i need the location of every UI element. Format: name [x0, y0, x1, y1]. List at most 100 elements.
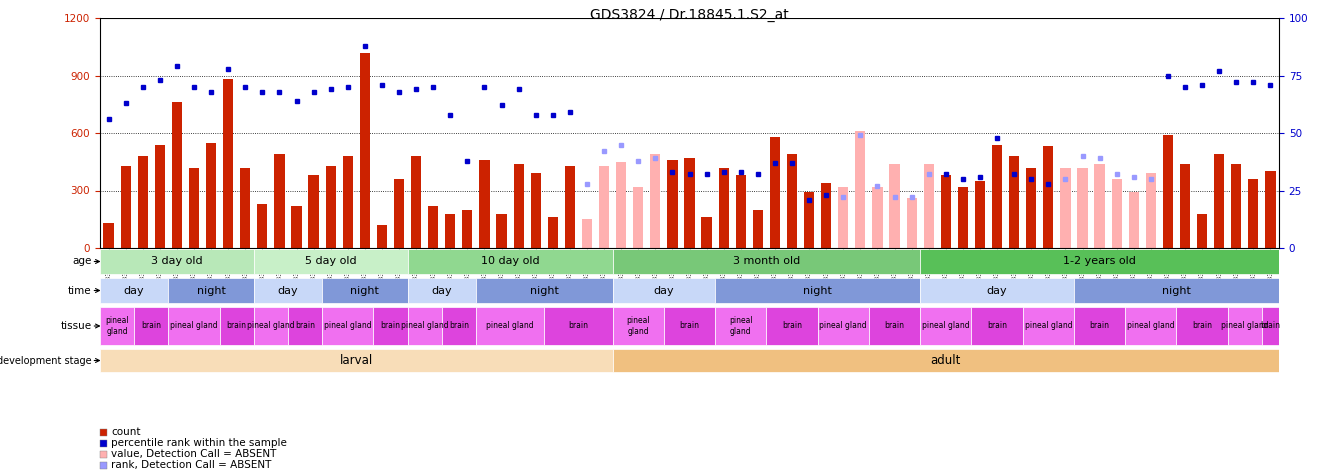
- Text: day: day: [431, 285, 453, 295]
- Bar: [1111, 179, 1122, 248]
- Text: GDS3824 / Dr.18845.1.S2_at: GDS3824 / Dr.18845.1.S2_at: [590, 8, 789, 22]
- Bar: [613, 278, 715, 303]
- Bar: [1231, 164, 1241, 248]
- Bar: [189, 167, 200, 248]
- Bar: [1197, 213, 1208, 248]
- Bar: [920, 249, 1279, 273]
- Bar: [100, 349, 613, 372]
- Bar: [1214, 154, 1224, 248]
- Bar: [753, 210, 763, 248]
- Bar: [274, 154, 285, 248]
- Bar: [1010, 156, 1019, 248]
- Bar: [428, 206, 438, 248]
- Bar: [651, 154, 660, 248]
- Bar: [1228, 307, 1261, 345]
- Text: brain: brain: [1260, 321, 1280, 330]
- Bar: [1129, 192, 1139, 248]
- Text: brain: brain: [569, 321, 588, 330]
- Bar: [719, 167, 728, 248]
- Text: 5 day old: 5 day old: [305, 256, 356, 266]
- Bar: [240, 167, 250, 248]
- Bar: [288, 307, 323, 345]
- Text: night: night: [351, 285, 379, 295]
- Bar: [100, 462, 107, 468]
- Bar: [254, 278, 323, 303]
- Text: night: night: [1162, 285, 1190, 295]
- Bar: [138, 156, 147, 248]
- Text: time: time: [68, 285, 91, 295]
- Bar: [1177, 307, 1228, 345]
- Text: pineal
gland: pineal gland: [106, 316, 129, 336]
- Bar: [220, 307, 254, 345]
- Bar: [343, 156, 353, 248]
- Bar: [971, 307, 1023, 345]
- Bar: [715, 278, 920, 303]
- Bar: [1026, 167, 1036, 248]
- Bar: [376, 225, 387, 248]
- Text: pineal gland: pineal gland: [819, 321, 868, 330]
- Text: pineal gland: pineal gland: [248, 321, 295, 330]
- Bar: [616, 162, 627, 248]
- Bar: [169, 307, 220, 345]
- Text: percentile rank within the sample: percentile rank within the sample: [111, 438, 287, 448]
- Text: night: night: [803, 285, 832, 295]
- Text: value, Detection Call = ABSENT: value, Detection Call = ABSENT: [111, 449, 276, 459]
- Bar: [323, 278, 407, 303]
- Text: pineal gland: pineal gland: [923, 321, 969, 330]
- Bar: [1125, 307, 1177, 345]
- Text: brain: brain: [226, 321, 246, 330]
- Bar: [613, 349, 1279, 372]
- Bar: [100, 439, 107, 447]
- Bar: [1265, 171, 1276, 248]
- Bar: [684, 158, 695, 248]
- Text: brain: brain: [1090, 321, 1110, 330]
- Text: 1-2 years old: 1-2 years old: [1063, 256, 1135, 266]
- Bar: [1094, 164, 1105, 248]
- Bar: [1078, 167, 1087, 248]
- Text: 10 day old: 10 day old: [481, 256, 540, 266]
- Bar: [766, 307, 818, 345]
- Bar: [442, 307, 475, 345]
- Bar: [1146, 173, 1156, 248]
- Text: pineal
gland: pineal gland: [728, 316, 753, 336]
- Bar: [869, 307, 920, 345]
- Text: 3 month old: 3 month old: [732, 256, 799, 266]
- Text: day: day: [987, 285, 1007, 295]
- Bar: [664, 307, 715, 345]
- Bar: [325, 165, 336, 248]
- Bar: [889, 164, 900, 248]
- Bar: [411, 156, 422, 248]
- Bar: [735, 175, 746, 248]
- Bar: [920, 278, 1074, 303]
- Bar: [407, 249, 613, 273]
- Bar: [770, 137, 781, 248]
- Bar: [1043, 146, 1054, 248]
- Text: day: day: [653, 285, 674, 295]
- Text: night: night: [197, 285, 225, 295]
- Text: brain: brain: [295, 321, 315, 330]
- Bar: [920, 307, 971, 345]
- Bar: [292, 206, 301, 248]
- Bar: [360, 53, 370, 248]
- Text: brain: brain: [782, 321, 802, 330]
- Bar: [1060, 167, 1071, 248]
- Bar: [599, 165, 609, 248]
- Bar: [957, 187, 968, 248]
- Bar: [1180, 164, 1190, 248]
- Bar: [633, 187, 643, 248]
- Bar: [475, 278, 613, 303]
- Bar: [100, 307, 134, 345]
- Bar: [838, 187, 849, 248]
- Bar: [134, 307, 169, 345]
- Text: pineal gland: pineal gland: [170, 321, 218, 330]
- Text: day: day: [125, 285, 145, 295]
- Bar: [613, 249, 920, 273]
- Bar: [856, 131, 865, 248]
- Bar: [582, 219, 592, 248]
- Bar: [257, 204, 268, 248]
- Bar: [479, 160, 490, 248]
- Text: brain: brain: [679, 321, 699, 330]
- Bar: [323, 307, 374, 345]
- Text: age: age: [72, 256, 91, 266]
- Bar: [407, 278, 475, 303]
